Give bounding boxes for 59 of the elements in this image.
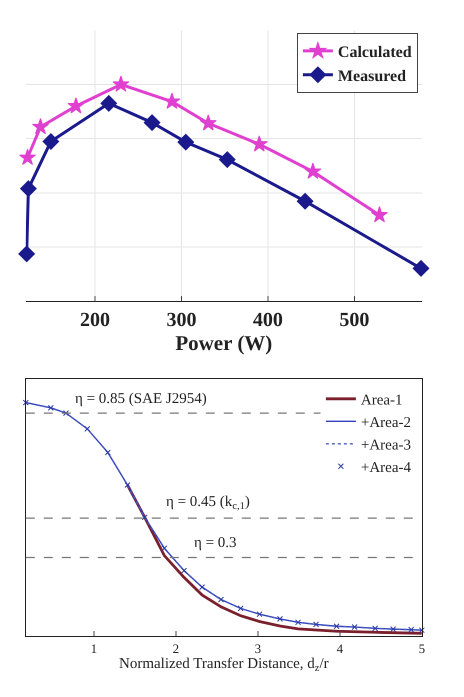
point bbox=[177, 134, 194, 150]
point bbox=[18, 246, 35, 262]
point bbox=[418, 627, 425, 634]
point bbox=[181, 568, 188, 574]
legend-label: +Area-2 bbox=[360, 415, 411, 432]
point bbox=[370, 206, 388, 222]
point bbox=[238, 605, 244, 612]
point bbox=[112, 76, 130, 92]
x-tick-label: 200 bbox=[80, 309, 110, 332]
legend-label: +Area-4 bbox=[360, 460, 412, 476]
legend-label: Calculated bbox=[338, 44, 412, 62]
x-tick-label: 5 bbox=[418, 640, 426, 656]
x-axis-title: Normalized Transfer Distance, d$_{z}$/r bbox=[119, 656, 329, 674]
legend-label: Area-1 bbox=[360, 392, 403, 409]
x-tick-label: 1 bbox=[90, 640, 98, 656]
point bbox=[313, 621, 320, 628]
x-axis-title: Power (W) bbox=[175, 331, 272, 356]
point bbox=[412, 260, 430, 277]
point bbox=[200, 114, 217, 131]
point bbox=[199, 584, 206, 590]
point bbox=[161, 545, 168, 552]
point bbox=[334, 623, 340, 630]
point bbox=[295, 619, 302, 626]
point bbox=[304, 162, 322, 179]
point bbox=[218, 151, 236, 168]
point bbox=[408, 626, 414, 633]
point bbox=[62, 410, 69, 416]
point bbox=[352, 624, 358, 630]
legend-label: Measured bbox=[338, 68, 406, 85]
point bbox=[296, 192, 314, 210]
ref-line-label: η = 0.85 (SAE J2954) bbox=[75, 391, 207, 407]
x-tick-label: 4 bbox=[336, 640, 344, 656]
ref-line-label: η = 0.3 bbox=[194, 535, 237, 551]
point bbox=[20, 180, 37, 197]
point bbox=[48, 404, 54, 411]
x-tick-label: 3 bbox=[254, 640, 262, 656]
point bbox=[67, 97, 84, 114]
point bbox=[124, 482, 130, 488]
point bbox=[250, 135, 268, 152]
ref-line-label: η = 0.45 (k$_{c,1}$) bbox=[166, 494, 250, 512]
x-tick-label: 400 bbox=[252, 309, 283, 332]
point bbox=[256, 611, 262, 618]
point bbox=[142, 514, 148, 520]
point bbox=[100, 95, 118, 112]
point bbox=[84, 426, 90, 432]
point bbox=[276, 616, 283, 622]
x-tick-label: 300 bbox=[166, 309, 196, 332]
point bbox=[218, 596, 224, 602]
point bbox=[19, 148, 36, 165]
x-tick-label: 500 bbox=[339, 309, 370, 332]
legend-label: +Area-3 bbox=[360, 438, 411, 454]
point bbox=[390, 626, 396, 632]
point bbox=[32, 118, 49, 134]
point bbox=[22, 400, 29, 406]
point bbox=[104, 449, 111, 456]
point bbox=[42, 133, 60, 150]
point bbox=[372, 625, 378, 632]
point bbox=[144, 114, 160, 131]
x-tick-label: 2 bbox=[172, 640, 180, 656]
